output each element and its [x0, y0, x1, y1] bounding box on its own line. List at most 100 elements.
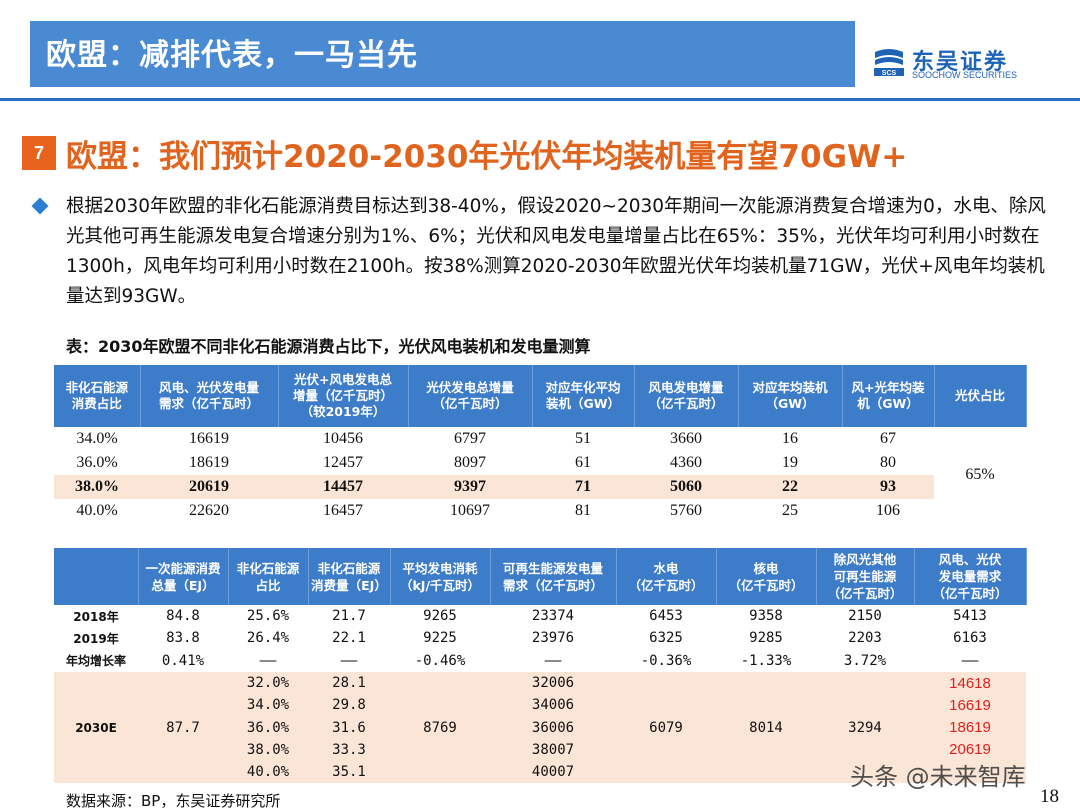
forecast-row: 34.0% 29.8 34006 16619	[54, 694, 1026, 717]
table-cell: 20619	[140, 475, 278, 499]
table-cell: 51	[575, 430, 591, 447]
table-cell: -0.46%	[414, 652, 466, 669]
table-cell: 106	[876, 502, 900, 519]
table-cell: 5060	[634, 475, 738, 499]
table2-energy-consumption: 一次能源消费 总量（EJ） 非化石能源 占比 非化石能源 消费量（EJ） 平均发电消耗 （kJ…	[54, 548, 1027, 784]
table-cell: 6453	[649, 608, 683, 625]
table1-header-cell: 风电、光伏发电量 需求（亿千瓦时）	[140, 365, 279, 427]
table-cell: 28.1	[308, 671, 390, 695]
table-cell: 87.7	[138, 671, 228, 784]
section-number-badge: 7	[22, 136, 56, 170]
table1-header-cell: 光伏占比	[934, 365, 1027, 427]
wind-pv-demand-cell: 18619	[914, 716, 1026, 739]
table-cell: ——	[961, 652, 979, 669]
table-cell: 6797	[454, 430, 486, 447]
bullet-paragraph: 根据2030年欧盟的非化石能源消费目标达到38-40%，假设2020~2030年…	[66, 196, 1046, 307]
row-label: 年均增长率	[65, 654, 126, 669]
table-cell: 25.6%	[246, 608, 290, 625]
table-cell: 3660	[670, 430, 702, 447]
table-cell: 29.8	[308, 694, 390, 717]
table-cell: 26.4%	[246, 630, 290, 647]
table-cell: 23976	[531, 630, 575, 647]
table1-pv-wind-estimate: 非化石能源 消费占比 风电、光伏发电量 需求（亿千瓦时） 光伏+风电发电总 增量（亿千瓦时…	[54, 365, 1027, 523]
table-cell: 22.1	[332, 630, 366, 647]
table2-header-cell	[54, 548, 139, 605]
table-cell: 9225	[423, 630, 457, 647]
table-cell: -1.33%	[740, 652, 792, 669]
logo-text-en: SOOCHOW SECURITIES	[912, 70, 1018, 80]
company-logo: SCS 东吴证券 SOOCHOW SECURITIES	[872, 46, 1032, 86]
table-row: 36.0% 18619 12457 8097 61 4360 19 80	[54, 451, 1026, 475]
table-cell: 34.0%	[76, 430, 118, 447]
logo-text-cn: 东吴证券	[912, 50, 1009, 75]
table-row: 34.0% 16619 10456 6797 51 3660 16 67 65%	[54, 427, 1026, 483]
table-cell: 19	[782, 454, 798, 471]
table1-header-row: 非化石能源 消费占比 风电、光伏发电量 需求（亿千瓦时） 光伏+风电发电总 增量（亿千瓦时…	[54, 365, 1027, 427]
scs-logo-icon: SCS	[872, 48, 906, 78]
table-cell: 21.7	[332, 608, 366, 625]
table-cell: 40.0%	[76, 502, 118, 519]
table2-header-cell: 非化石能源 消费量（EJ）	[308, 548, 391, 605]
table-cell: 34.0%	[228, 694, 308, 717]
table1-header-cell: 光伏发电总增量 （亿千瓦时）	[408, 365, 533, 427]
table-cell: 25	[782, 502, 798, 519]
table-cell: 6163	[953, 630, 987, 647]
table2-header-cell: 核电 （亿千瓦时）	[716, 548, 817, 605]
table-cell: 38.0%	[228, 738, 308, 762]
forecast-row: 40.0% 35.1 40007	[54, 761, 1026, 784]
table2-header-cell: 除风光其他 可再生能源 （亿千瓦时）	[816, 548, 915, 605]
table-cell: 12457	[323, 454, 363, 471]
table-cell: ——	[340, 652, 358, 669]
table2-header-cell: 水电 （亿千瓦时）	[616, 548, 717, 605]
table2-header-cell: 可再生能源发电量 需求（亿千瓦时）	[490, 548, 617, 605]
row-label: 2018年	[73, 609, 119, 624]
header-divider	[0, 98, 1080, 101]
table-cell: ——	[544, 652, 562, 669]
table-cell: 40.0%	[228, 761, 308, 784]
table1-caption: 表：2030年欧盟不同非化石能源消费占比下，光伏风电装机和发电量测算	[66, 337, 591, 356]
table2-header-cell: 平均发电消耗 （kJ/千瓦时）	[390, 548, 491, 605]
table-row: 年均增长率 0.41% —— —— -0.46% —— -0.36% -1.33% 3.72% —…	[54, 650, 1026, 672]
table-cell: 38.0%	[54, 475, 140, 499]
section-title: 欧盟：我们预计2020-2030年光伏年均装机量有望70GW+	[66, 139, 908, 175]
table1-header-cell: 对应年化平均 装机（GW）	[532, 365, 635, 427]
table-cell: 16	[782, 430, 798, 447]
table1-header-cell: 光伏+风电发电总 增量（亿千瓦时） （较2019年）	[278, 365, 409, 427]
page-number: 18	[1040, 786, 1059, 807]
table1-header-cell: 风电发电增量 （亿千瓦时）	[634, 365, 739, 427]
table-cell: 3294	[816, 671, 914, 784]
table2-header-cell: 一次能源消费 总量（EJ）	[138, 548, 229, 605]
table-cell: 83.8	[166, 630, 200, 647]
table-cell: 35.1	[308, 761, 390, 784]
wind-pv-demand-cell: 16619	[914, 694, 1026, 717]
table-row: 40.0% 22620 16457 10697 81 5760 25 106	[54, 499, 1026, 523]
table-cell: 32.0%	[228, 671, 308, 695]
table1-header-cell: 风+光年均装 机（GW）	[842, 365, 935, 427]
table-cell: 10697	[450, 502, 490, 519]
table-cell: 10456	[323, 430, 363, 447]
table-cell: 16619	[189, 430, 229, 447]
table-cell: 36.0%	[76, 454, 118, 471]
table-cell: 14457	[278, 475, 408, 499]
table-cell: 4360	[670, 454, 702, 471]
forecast-row: 2030E 87.7 32.0% 28.1 8769 32006 6079 8014 3294 1…	[54, 671, 1026, 784]
watermark: 头条 @未来智库	[850, 763, 1026, 791]
table-cell: 67	[880, 430, 896, 447]
table2-header-cell: 风电、光伏 发电量需求 （亿千瓦时）	[914, 548, 1027, 605]
wind-pv-demand-cell: 20619	[914, 738, 1026, 762]
table-cell: 40007	[490, 761, 616, 784]
table-cell: 38007	[490, 738, 616, 762]
table-cell: 3.72%	[843, 652, 887, 669]
table2-header-row: 一次能源消费 总量（EJ） 非化石能源 占比 非化石能源 消费量（EJ） 平均发电消耗 （kJ…	[54, 548, 1027, 605]
table-cell: 36.0%	[228, 716, 308, 739]
diamond-bullet-icon	[31, 197, 49, 215]
logo-mark-text: SCS	[882, 70, 897, 77]
table-cell: 93	[842, 475, 934, 499]
table1-header-cell: 对应年均装机 （GW）	[738, 365, 843, 427]
table-cell: 9285	[749, 630, 783, 647]
table-cell: 9265	[423, 608, 457, 625]
table-cell: 8014	[716, 671, 816, 784]
table-cell: 6079	[616, 671, 716, 784]
wind-pv-demand-cell: 14618	[914, 671, 1026, 695]
table-cell: 5760	[670, 502, 702, 519]
